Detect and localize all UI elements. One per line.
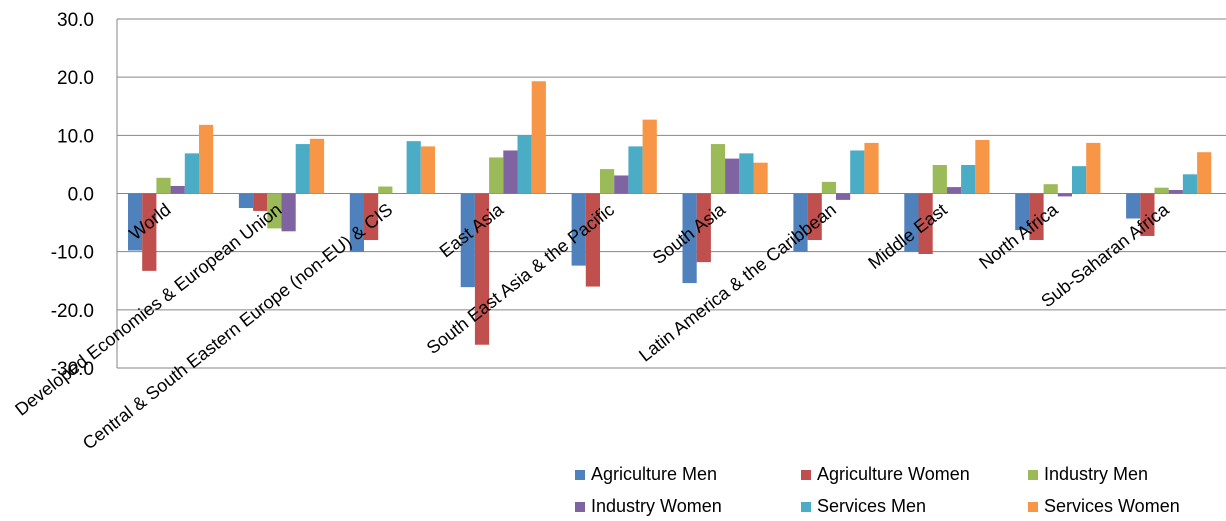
legend-swatch: [1028, 470, 1038, 480]
bar: [309, 138, 325, 194]
legend-label: Services Women: [1044, 496, 1180, 516]
bar: [1197, 152, 1212, 194]
bar: [1086, 142, 1101, 194]
bar: [1182, 174, 1198, 194]
legend-label: Industry Women: [591, 496, 722, 516]
bar: [128, 193, 143, 251]
bar: [1140, 193, 1155, 236]
y-tick-label: 10.0: [57, 126, 94, 147]
bar: [349, 193, 364, 252]
y-tick-label: -30.0: [51, 359, 94, 380]
legend-label: Industry Men: [1044, 464, 1148, 484]
bar: [571, 193, 586, 266]
bar: [642, 119, 657, 194]
bar: [238, 193, 254, 209]
legend-swatch: [801, 470, 811, 480]
bar: [460, 193, 475, 288]
bar: [503, 150, 518, 194]
legend-label: Agriculture Men: [591, 464, 717, 484]
bar: [474, 193, 490, 345]
bar: [850, 150, 865, 194]
bar: [975, 139, 990, 194]
bar: [682, 193, 697, 284]
bar: [281, 193, 296, 232]
bar: [836, 193, 851, 200]
bar: [725, 158, 740, 194]
bar: [793, 193, 808, 252]
bar: [1015, 193, 1030, 231]
bar: [489, 157, 504, 194]
bar: [807, 193, 822, 241]
bar: [961, 164, 976, 194]
legend-swatch: [575, 470, 585, 480]
y-tick-label: -20.0: [51, 301, 94, 322]
bar: [864, 142, 879, 194]
legend-label: Agriculture Women: [817, 464, 970, 484]
bar: [295, 144, 310, 194]
bar: [904, 193, 919, 252]
bar: [821, 181, 836, 194]
bar: [199, 124, 214, 194]
bar: [614, 175, 629, 194]
y-tick-label: 30.0: [57, 10, 94, 31]
bar: [156, 177, 171, 194]
bar: [1057, 193, 1072, 197]
bar: [267, 193, 282, 229]
bar: [918, 193, 933, 254]
bar: [517, 135, 532, 194]
bar: [531, 81, 546, 194]
y-axis: 30.0 20.0 10.0 0.0 -10.0 -20.0 -30.0: [51, 10, 118, 380]
bar: [420, 146, 435, 194]
bar: [1043, 184, 1058, 194]
bar: [184, 153, 199, 194]
bar: [932, 164, 947, 194]
bar: [946, 187, 962, 194]
y-tick-label: 0.0: [68, 185, 94, 206]
bar: [1029, 193, 1044, 241]
legend-label: Services Men: [817, 496, 926, 516]
bar: [1072, 166, 1087, 194]
bar: [1168, 190, 1183, 194]
bar: [142, 193, 157, 271]
category-label: Latin America & the Caribbean: [635, 199, 840, 365]
bar: [600, 169, 615, 194]
bar: [739, 153, 754, 194]
bar: [364, 193, 379, 241]
bar: [753, 162, 768, 194]
bar: [696, 193, 711, 263]
bar: [628, 146, 643, 194]
y-tick-label: 20.0: [57, 68, 94, 89]
bar: [378, 186, 393, 194]
bar: [585, 193, 600, 287]
legend: Agriculture Men Agriculture Women Industry…: [575, 464, 1180, 516]
y-tick-label: -10.0: [51, 243, 94, 264]
legend-swatch: [1028, 502, 1038, 512]
bar: [253, 193, 268, 211]
legend-swatch: [801, 502, 811, 512]
bar: [710, 144, 726, 194]
bar: [406, 141, 421, 194]
bars: [128, 81, 1212, 345]
legend-swatch: [575, 502, 585, 512]
bar: [1154, 187, 1169, 194]
bar: [1126, 193, 1141, 219]
bar: [170, 185, 185, 194]
